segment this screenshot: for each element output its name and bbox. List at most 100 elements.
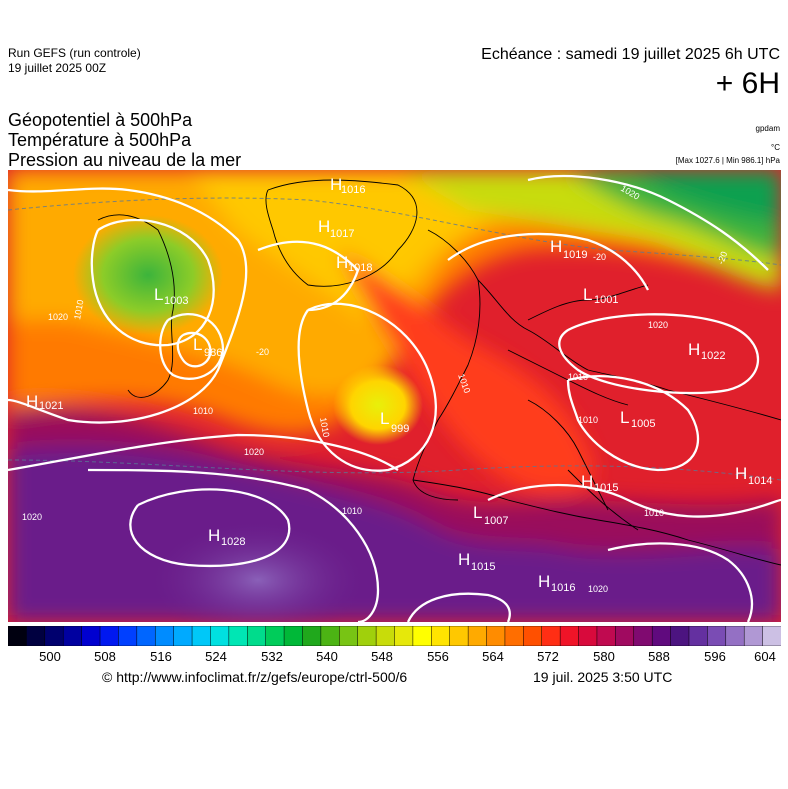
svg-text:H: H	[538, 572, 550, 591]
color-swatch	[449, 626, 469, 646]
color-swatch	[375, 626, 396, 646]
high-pressure-center: H 1018	[336, 253, 372, 274]
svg-text:1015: 1015	[594, 482, 618, 494]
isobar-label: 1010	[72, 299, 85, 320]
svg-text:H: H	[318, 217, 330, 236]
color-swatch	[118, 626, 138, 646]
low-pressure-center: L 1007	[473, 503, 508, 527]
legend-tick: 556	[427, 649, 449, 664]
low-pressure-center: L 1003	[154, 285, 188, 307]
isobar-label: 1010	[193, 406, 213, 416]
color-swatch	[633, 626, 653, 646]
legend-tick: 564	[482, 649, 504, 664]
unit-gpdam: gpdam	[755, 124, 780, 133]
color-swatch	[412, 626, 433, 646]
color-swatch	[302, 626, 322, 646]
isobars	[8, 174, 781, 622]
svg-text:H: H	[330, 175, 342, 194]
legend-tick: 540	[316, 649, 338, 664]
legend-tick: 516	[150, 649, 172, 664]
isobar-label: 1010	[342, 506, 362, 516]
isobar-label: 1020	[648, 320, 668, 330]
low-pressure-center: L 1001	[583, 285, 618, 306]
high-pressure-center: H 1017	[318, 217, 354, 240]
high-pressure-center: H 1015	[458, 550, 495, 573]
legend-tick: 596	[704, 649, 726, 664]
color-swatch	[486, 626, 506, 646]
svg-text:1016: 1016	[551, 582, 575, 594]
svg-text:L: L	[620, 408, 629, 427]
legend-tick: 588	[648, 649, 670, 664]
svg-text:1017: 1017	[330, 228, 354, 240]
low-pressure-center: L 986	[193, 335, 222, 359]
color-swatch	[743, 626, 764, 646]
color-swatch	[283, 626, 304, 646]
color-swatch	[651, 626, 672, 646]
legend-tick: 524	[205, 649, 227, 664]
high-pressure-center: H 1015	[581, 472, 618, 494]
svg-text:1005: 1005	[631, 418, 655, 430]
color-swatch	[596, 626, 617, 646]
color-scale-bar	[8, 626, 781, 646]
svg-text:H: H	[688, 340, 700, 359]
color-swatch	[541, 626, 561, 646]
color-swatch	[670, 626, 690, 646]
high-pressure-center: H 1019	[550, 237, 587, 261]
svg-text:L: L	[583, 285, 592, 304]
legend-tick: 532	[261, 649, 283, 664]
svg-text:H: H	[26, 392, 38, 411]
svg-text:1028: 1028	[221, 536, 245, 548]
isobar-label: 1010	[318, 417, 331, 438]
color-swatch	[357, 626, 377, 646]
svg-text:L: L	[193, 335, 202, 354]
svg-text:1021: 1021	[39, 400, 63, 412]
legend-tick: 508	[94, 649, 116, 664]
color-swatch	[99, 626, 120, 646]
svg-text:L: L	[380, 409, 389, 428]
isobar-label: 1020	[22, 512, 42, 522]
high-pressure-center: H 1021	[26, 392, 63, 412]
color-swatch	[228, 626, 249, 646]
color-swatch	[154, 626, 175, 646]
high-pressure-center: H 1014	[735, 464, 772, 487]
svg-text:H: H	[735, 464, 747, 483]
color-swatch	[81, 626, 101, 646]
svg-text:H: H	[581, 472, 593, 491]
isobar-label: 1010	[568, 372, 588, 382]
isobar-label: 1010	[578, 415, 598, 425]
svg-text:H: H	[458, 550, 470, 569]
color-swatch	[578, 626, 598, 646]
run-label: Run GEFS (run controle)	[8, 46, 141, 60]
color-swatch	[725, 626, 745, 646]
color-swatch	[265, 626, 285, 646]
legend-tick: 572	[537, 649, 559, 664]
temperature-field	[8, 170, 781, 622]
color-swatch	[191, 626, 212, 646]
low-pressure-center: L 1005	[620, 408, 655, 430]
color-swatch	[467, 626, 488, 646]
svg-text:1014: 1014	[748, 475, 772, 487]
run-date: 19 juillet 2025 00Z	[8, 61, 107, 75]
isobar-label: 1020	[244, 447, 264, 457]
isobar-label: 1020	[588, 584, 608, 594]
temperature-label: -20	[593, 252, 606, 262]
temperature-label: -20	[256, 347, 269, 357]
svg-text:L: L	[473, 503, 482, 522]
title-geopotential: Géopotentiel à 500hPa	[8, 110, 193, 130]
svg-text:1019: 1019	[563, 249, 587, 261]
color-swatch	[339, 626, 359, 646]
temperature-label: -20	[715, 250, 729, 266]
svg-text:1007: 1007	[484, 515, 508, 527]
color-swatch	[8, 626, 28, 646]
color-swatch	[320, 626, 341, 646]
color-swatch	[431, 626, 451, 646]
isobar-label: 1020	[48, 312, 68, 322]
forecast-offset: + 6H	[715, 67, 780, 100]
color-swatch	[62, 626, 83, 646]
color-swatch	[173, 626, 193, 646]
svg-text:1022: 1022	[701, 350, 725, 362]
color-swatch	[559, 626, 580, 646]
